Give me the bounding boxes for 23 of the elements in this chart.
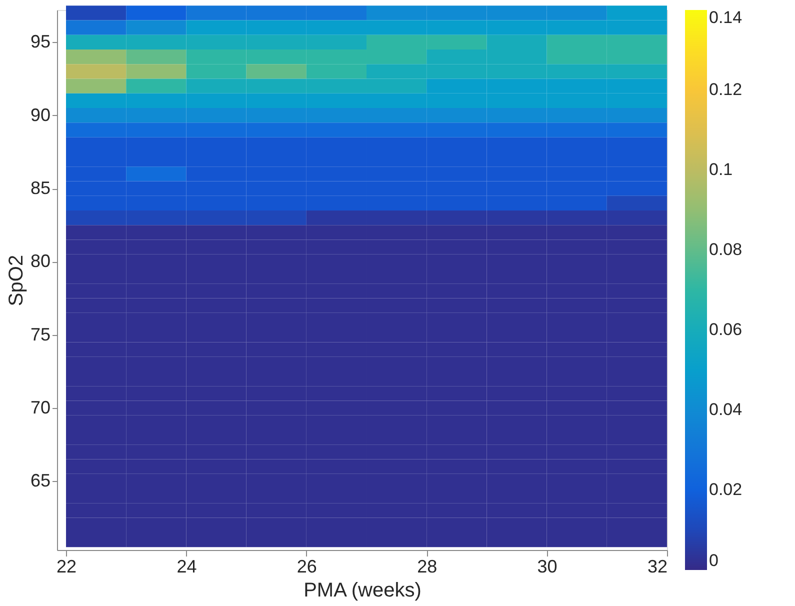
color-bar-label: 0.12 bbox=[709, 80, 742, 99]
color-bar-label: 0.06 bbox=[709, 320, 742, 339]
color-bar-label: 0 bbox=[709, 551, 718, 570]
y-tick-label: 80 bbox=[30, 251, 50, 272]
y-tick-label: 70 bbox=[30, 398, 50, 418]
y-tick-label: 75 bbox=[30, 324, 50, 344]
color-bar-label: 0.14 bbox=[709, 8, 742, 27]
x-tick-label: 24 bbox=[176, 556, 197, 576]
y-tick-label: 85 bbox=[30, 178, 50, 198]
color-bar-label: 0.08 bbox=[709, 240, 742, 259]
color-bar-label: 0.1 bbox=[709, 160, 733, 179]
y-axis-title: SpO2 bbox=[5, 254, 28, 306]
x-tick-label: 22 bbox=[56, 556, 77, 576]
x-tick-label: 30 bbox=[537, 556, 558, 576]
x-tick-label: 26 bbox=[296, 556, 317, 576]
y-tick-label: 95 bbox=[30, 32, 50, 52]
x-tick-label: 32 bbox=[647, 556, 668, 576]
y-tick-label: 65 bbox=[30, 470, 50, 491]
x-axis-title: PMA (weeks) bbox=[304, 580, 422, 602]
color-bar-label: 0.02 bbox=[709, 480, 742, 499]
color-bar-label: 0.04 bbox=[709, 400, 742, 419]
y-tick-label: 90 bbox=[30, 104, 50, 125]
x-tick-label: 28 bbox=[417, 556, 438, 576]
